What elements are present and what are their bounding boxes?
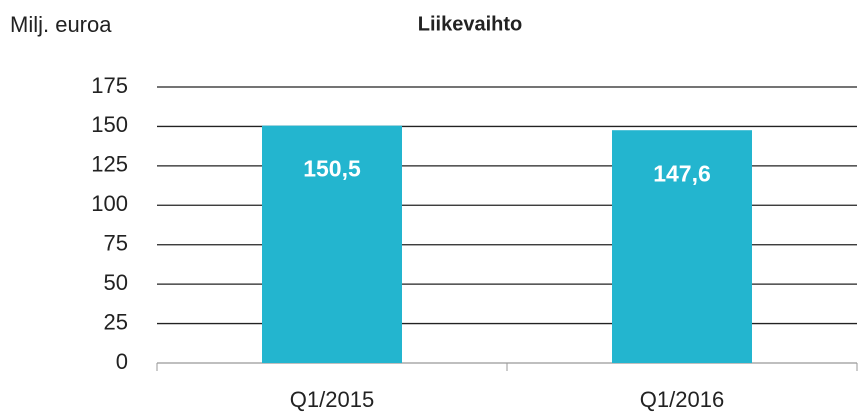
y-axis-label: Milj. euroa	[10, 12, 112, 37]
x-tick-label: Q1/2015	[290, 387, 374, 412]
chart-title: Liikevaihto	[418, 13, 522, 35]
data-label: 147,6	[653, 160, 711, 186]
x-tick-label: Q1/2016	[640, 387, 724, 412]
data-label: 150,5	[303, 156, 361, 182]
bar	[262, 125, 402, 363]
bar	[612, 130, 752, 363]
y-tick-label: 100	[91, 191, 128, 216]
y-tick-label: 25	[104, 309, 128, 334]
y-tick-label: 50	[104, 270, 128, 295]
y-tick-label: 175	[91, 73, 128, 98]
y-tick-label: 75	[104, 231, 128, 256]
y-tick-label: 125	[91, 152, 128, 177]
y-tick-label: 150	[91, 112, 128, 137]
y-tick-label: 0	[116, 349, 128, 374]
